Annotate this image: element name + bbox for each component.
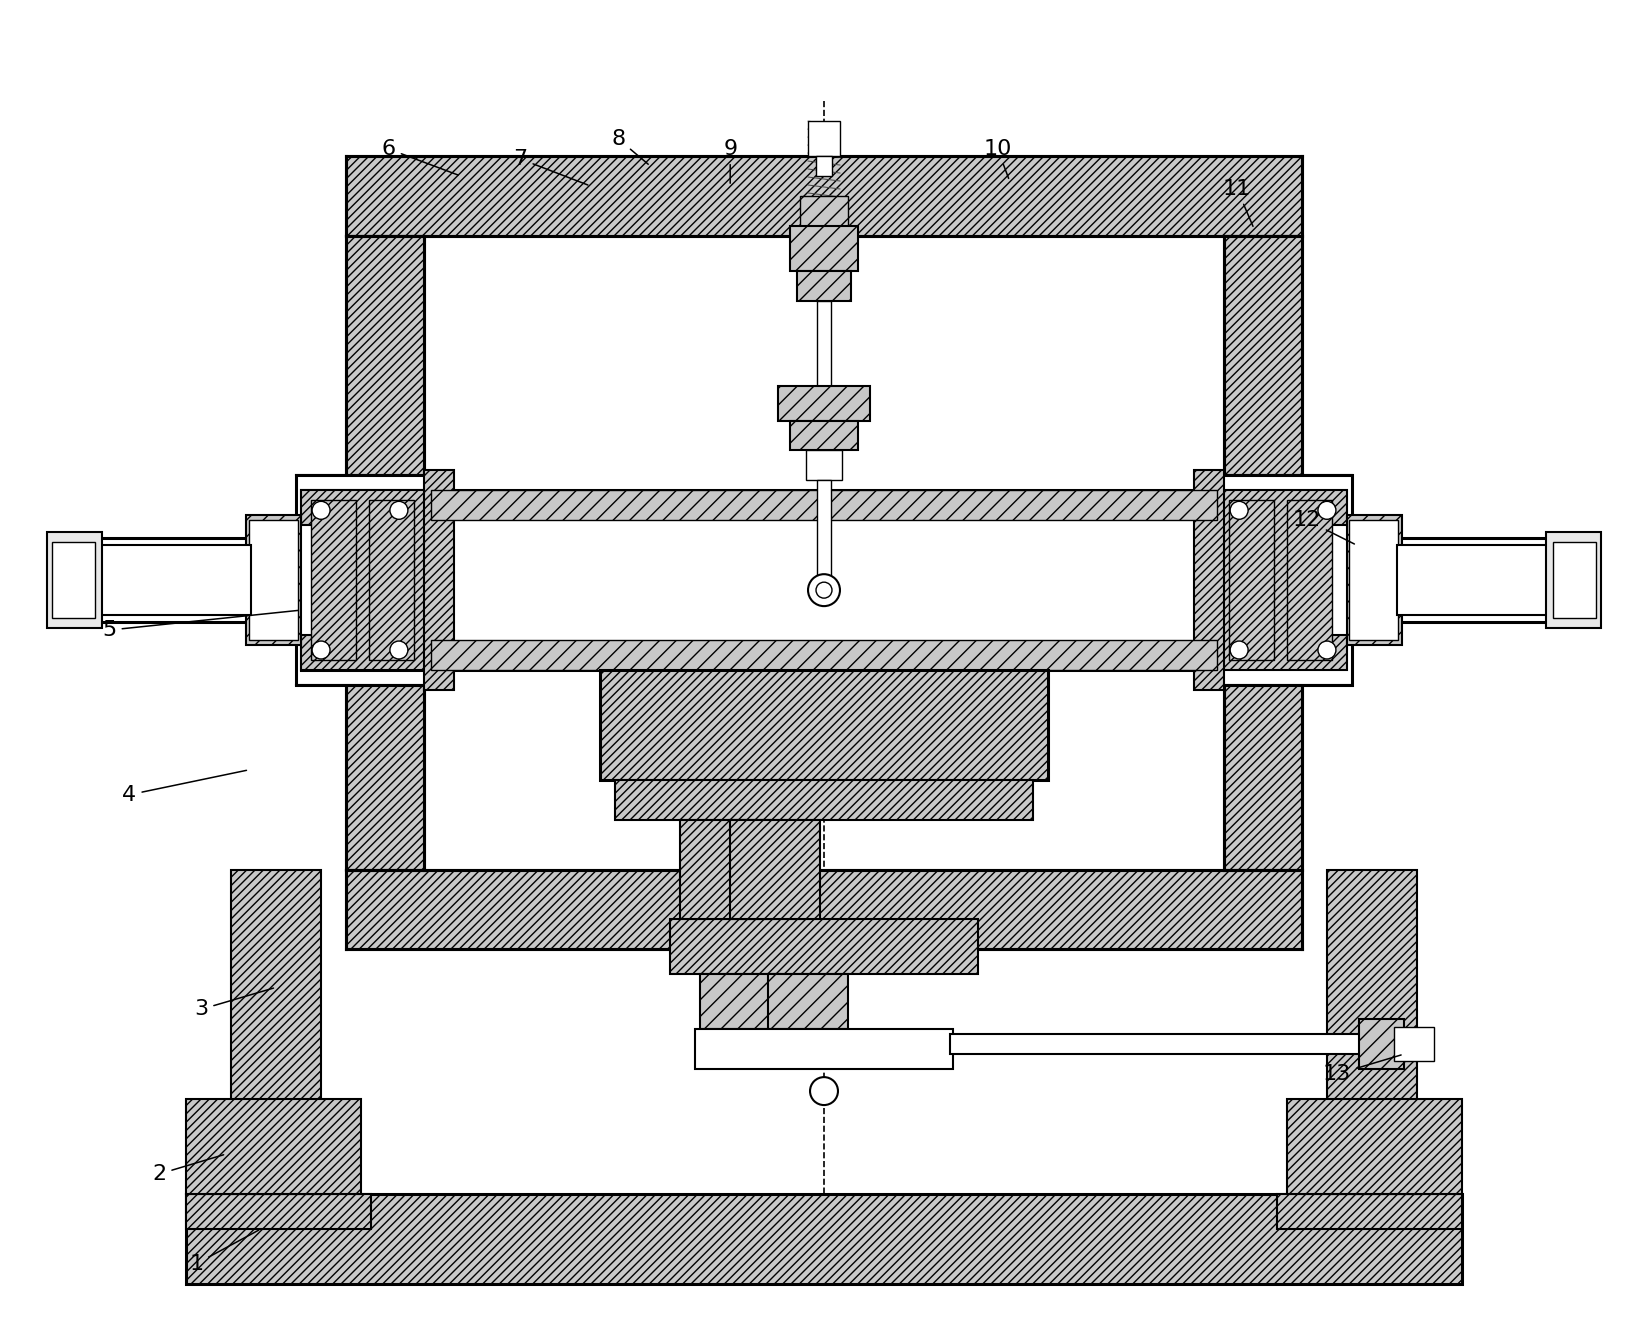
- Bar: [186, 1194, 371, 1229]
- Bar: [700, 975, 780, 1029]
- Bar: [1297, 526, 1366, 635]
- Bar: [806, 450, 842, 481]
- Circle shape: [1318, 502, 1337, 519]
- Bar: [1554, 542, 1597, 618]
- Bar: [424, 470, 453, 690]
- Circle shape: [391, 502, 407, 519]
- Circle shape: [1229, 502, 1248, 519]
- Bar: [430, 490, 1218, 520]
- Bar: [1223, 490, 1346, 670]
- Bar: [186, 1099, 361, 1194]
- Bar: [346, 869, 1302, 950]
- Bar: [282, 526, 351, 635]
- Bar: [798, 271, 850, 301]
- Bar: [808, 122, 840, 156]
- Text: 9: 9: [723, 139, 737, 184]
- Bar: [1224, 236, 1302, 869]
- Text: 3: 3: [194, 988, 274, 1020]
- Bar: [1287, 501, 1332, 660]
- Bar: [695, 1029, 953, 1069]
- Bar: [46, 532, 102, 627]
- Bar: [302, 490, 425, 670]
- Bar: [1350, 520, 1398, 641]
- Circle shape: [816, 583, 832, 598]
- Bar: [1195, 470, 1224, 690]
- Text: 7: 7: [514, 149, 588, 185]
- Bar: [311, 501, 356, 660]
- Bar: [1546, 532, 1602, 627]
- Bar: [1346, 515, 1402, 645]
- Bar: [789, 420, 859, 450]
- Bar: [430, 490, 1218, 670]
- Bar: [768, 975, 849, 1029]
- Bar: [231, 869, 321, 1194]
- Bar: [778, 386, 870, 420]
- Bar: [615, 779, 1033, 819]
- Circle shape: [311, 641, 330, 659]
- Bar: [51, 538, 302, 622]
- Text: 4: 4: [122, 770, 247, 804]
- Bar: [816, 156, 832, 176]
- Circle shape: [811, 1077, 837, 1106]
- Bar: [1394, 1028, 1434, 1061]
- Bar: [817, 481, 831, 580]
- Bar: [246, 515, 302, 645]
- Bar: [681, 819, 770, 919]
- Text: 13: 13: [1323, 1055, 1401, 1085]
- Text: 2: 2: [152, 1155, 224, 1184]
- Circle shape: [391, 641, 407, 659]
- Bar: [600, 670, 1048, 779]
- Text: 11: 11: [1223, 178, 1252, 226]
- Bar: [671, 919, 977, 975]
- Bar: [1327, 869, 1417, 1194]
- Bar: [1360, 1020, 1404, 1069]
- Bar: [346, 236, 424, 869]
- Bar: [186, 1194, 1462, 1284]
- Text: 12: 12: [1294, 510, 1355, 544]
- Text: 5: 5: [102, 610, 298, 641]
- Bar: [730, 819, 821, 919]
- Bar: [430, 641, 1218, 670]
- Text: 10: 10: [984, 139, 1012, 178]
- Bar: [1229, 501, 1274, 660]
- Bar: [51, 542, 94, 618]
- Bar: [249, 520, 298, 641]
- Bar: [789, 226, 859, 271]
- Bar: [297, 476, 430, 686]
- Bar: [51, 546, 250, 616]
- Circle shape: [1318, 641, 1337, 659]
- Text: 6: 6: [382, 139, 458, 176]
- Bar: [1398, 546, 1597, 616]
- Bar: [949, 1034, 1369, 1054]
- Bar: [799, 196, 849, 226]
- Bar: [1218, 476, 1351, 686]
- Bar: [346, 156, 1302, 236]
- Bar: [1346, 538, 1597, 622]
- Circle shape: [808, 575, 840, 606]
- Text: 8: 8: [611, 129, 648, 164]
- Bar: [1287, 1099, 1462, 1194]
- Bar: [302, 490, 425, 670]
- Bar: [369, 501, 414, 660]
- Circle shape: [311, 502, 330, 519]
- Text: 1: 1: [190, 1230, 259, 1273]
- Circle shape: [1229, 641, 1248, 659]
- Bar: [817, 301, 831, 386]
- Bar: [1277, 1194, 1462, 1229]
